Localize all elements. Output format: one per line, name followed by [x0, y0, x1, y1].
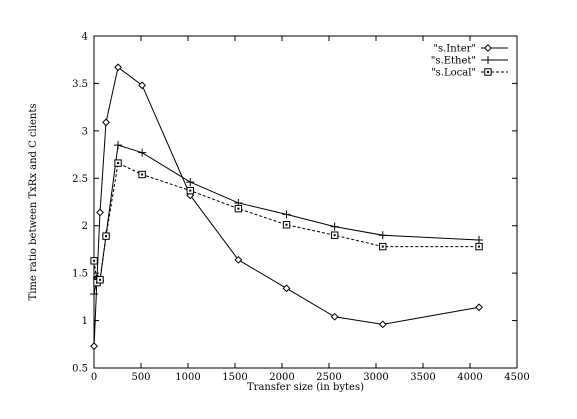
- legend-entry: "s.Local": [431, 68, 508, 79]
- data-point: [138, 170, 146, 179]
- data-point: [138, 148, 147, 157]
- series-2: [90, 141, 484, 299]
- y-tick-label: 1.5: [72, 269, 88, 280]
- series-layer: [90, 63, 484, 351]
- data-point: [138, 81, 147, 90]
- series-line: [93, 144, 480, 295]
- legend-label: "s.Ethet": [431, 56, 476, 67]
- data-point: [282, 284, 291, 293]
- x-tick-label: 1000: [175, 372, 200, 383]
- data-point: [282, 210, 291, 219]
- x-tick-label: 3000: [363, 372, 388, 383]
- x-tick-label: 3500: [410, 372, 435, 383]
- data-point: [90, 257, 98, 265]
- legend-entry: "s.Inter": [433, 44, 508, 55]
- x-tick-label: 2000: [269, 372, 294, 383]
- y-tick-label: 2: [82, 221, 88, 232]
- data-point: [330, 231, 339, 239]
- data-point: [378, 320, 387, 329]
- x-axis-title: Transfer size (in bytes): [247, 382, 364, 393]
- data-point: [114, 159, 122, 167]
- x-tick-label: 500: [131, 372, 150, 383]
- data-point: [114, 141, 123, 150]
- data-point: [186, 186, 194, 195]
- y-tick-label: 2.5: [72, 174, 88, 185]
- x-tick-label: 0: [91, 372, 97, 383]
- legend-entry: "s.Ethet": [431, 56, 508, 67]
- series-3: [90, 159, 483, 287]
- y-tick-label: 0.5: [72, 364, 88, 375]
- y-tick-label: 4: [82, 32, 88, 43]
- data-point: [102, 118, 110, 127]
- data-point: [234, 204, 243, 213]
- data-point: [114, 63, 122, 72]
- data-point: [96, 276, 104, 284]
- data-point: [234, 255, 243, 264]
- tick-labels: 0 500 1000 1500 2000 2500 3000 3500 4000 4500 0.5 1…: [72, 32, 530, 384]
- data-point: [475, 235, 484, 244]
- data-point: [475, 303, 483, 312]
- data-point: [282, 221, 291, 229]
- y-tick-label: 1: [82, 316, 88, 327]
- data-point: [96, 208, 104, 217]
- data-point: [379, 242, 387, 251]
- legend-marker: [484, 44, 492, 52]
- series-line: [93, 66, 480, 347]
- y-axis-title: Time ratio between TxRx and C clients: [28, 104, 39, 301]
- y-tick-label: 3: [82, 126, 88, 137]
- data-point: [186, 178, 195, 187]
- data-point: [475, 242, 483, 251]
- data-point: [90, 342, 99, 351]
- data-point: [90, 290, 99, 299]
- x-tick-label: 4500: [504, 372, 529, 383]
- tick-marks: [93, 35, 518, 369]
- data-point: [102, 232, 110, 240]
- y-tick-label: 3.5: [72, 79, 88, 90]
- data-point: [378, 231, 387, 240]
- legend: "s.Inter""s.Ethet""s.Local": [431, 44, 508, 79]
- data-point: [330, 222, 339, 231]
- x-tick-label: 4000: [457, 372, 482, 383]
- x-tick-label: 2500: [316, 372, 341, 383]
- legend-label: "s.Inter": [433, 44, 476, 55]
- legend-marker: [484, 56, 492, 64]
- x-tick-label: 1500: [222, 372, 247, 383]
- plot-frame: [93, 35, 518, 369]
- legend-marker: [484, 68, 492, 76]
- data-point: [330, 312, 339, 321]
- series-1: [90, 63, 483, 351]
- legend-label: "s.Local": [431, 68, 476, 79]
